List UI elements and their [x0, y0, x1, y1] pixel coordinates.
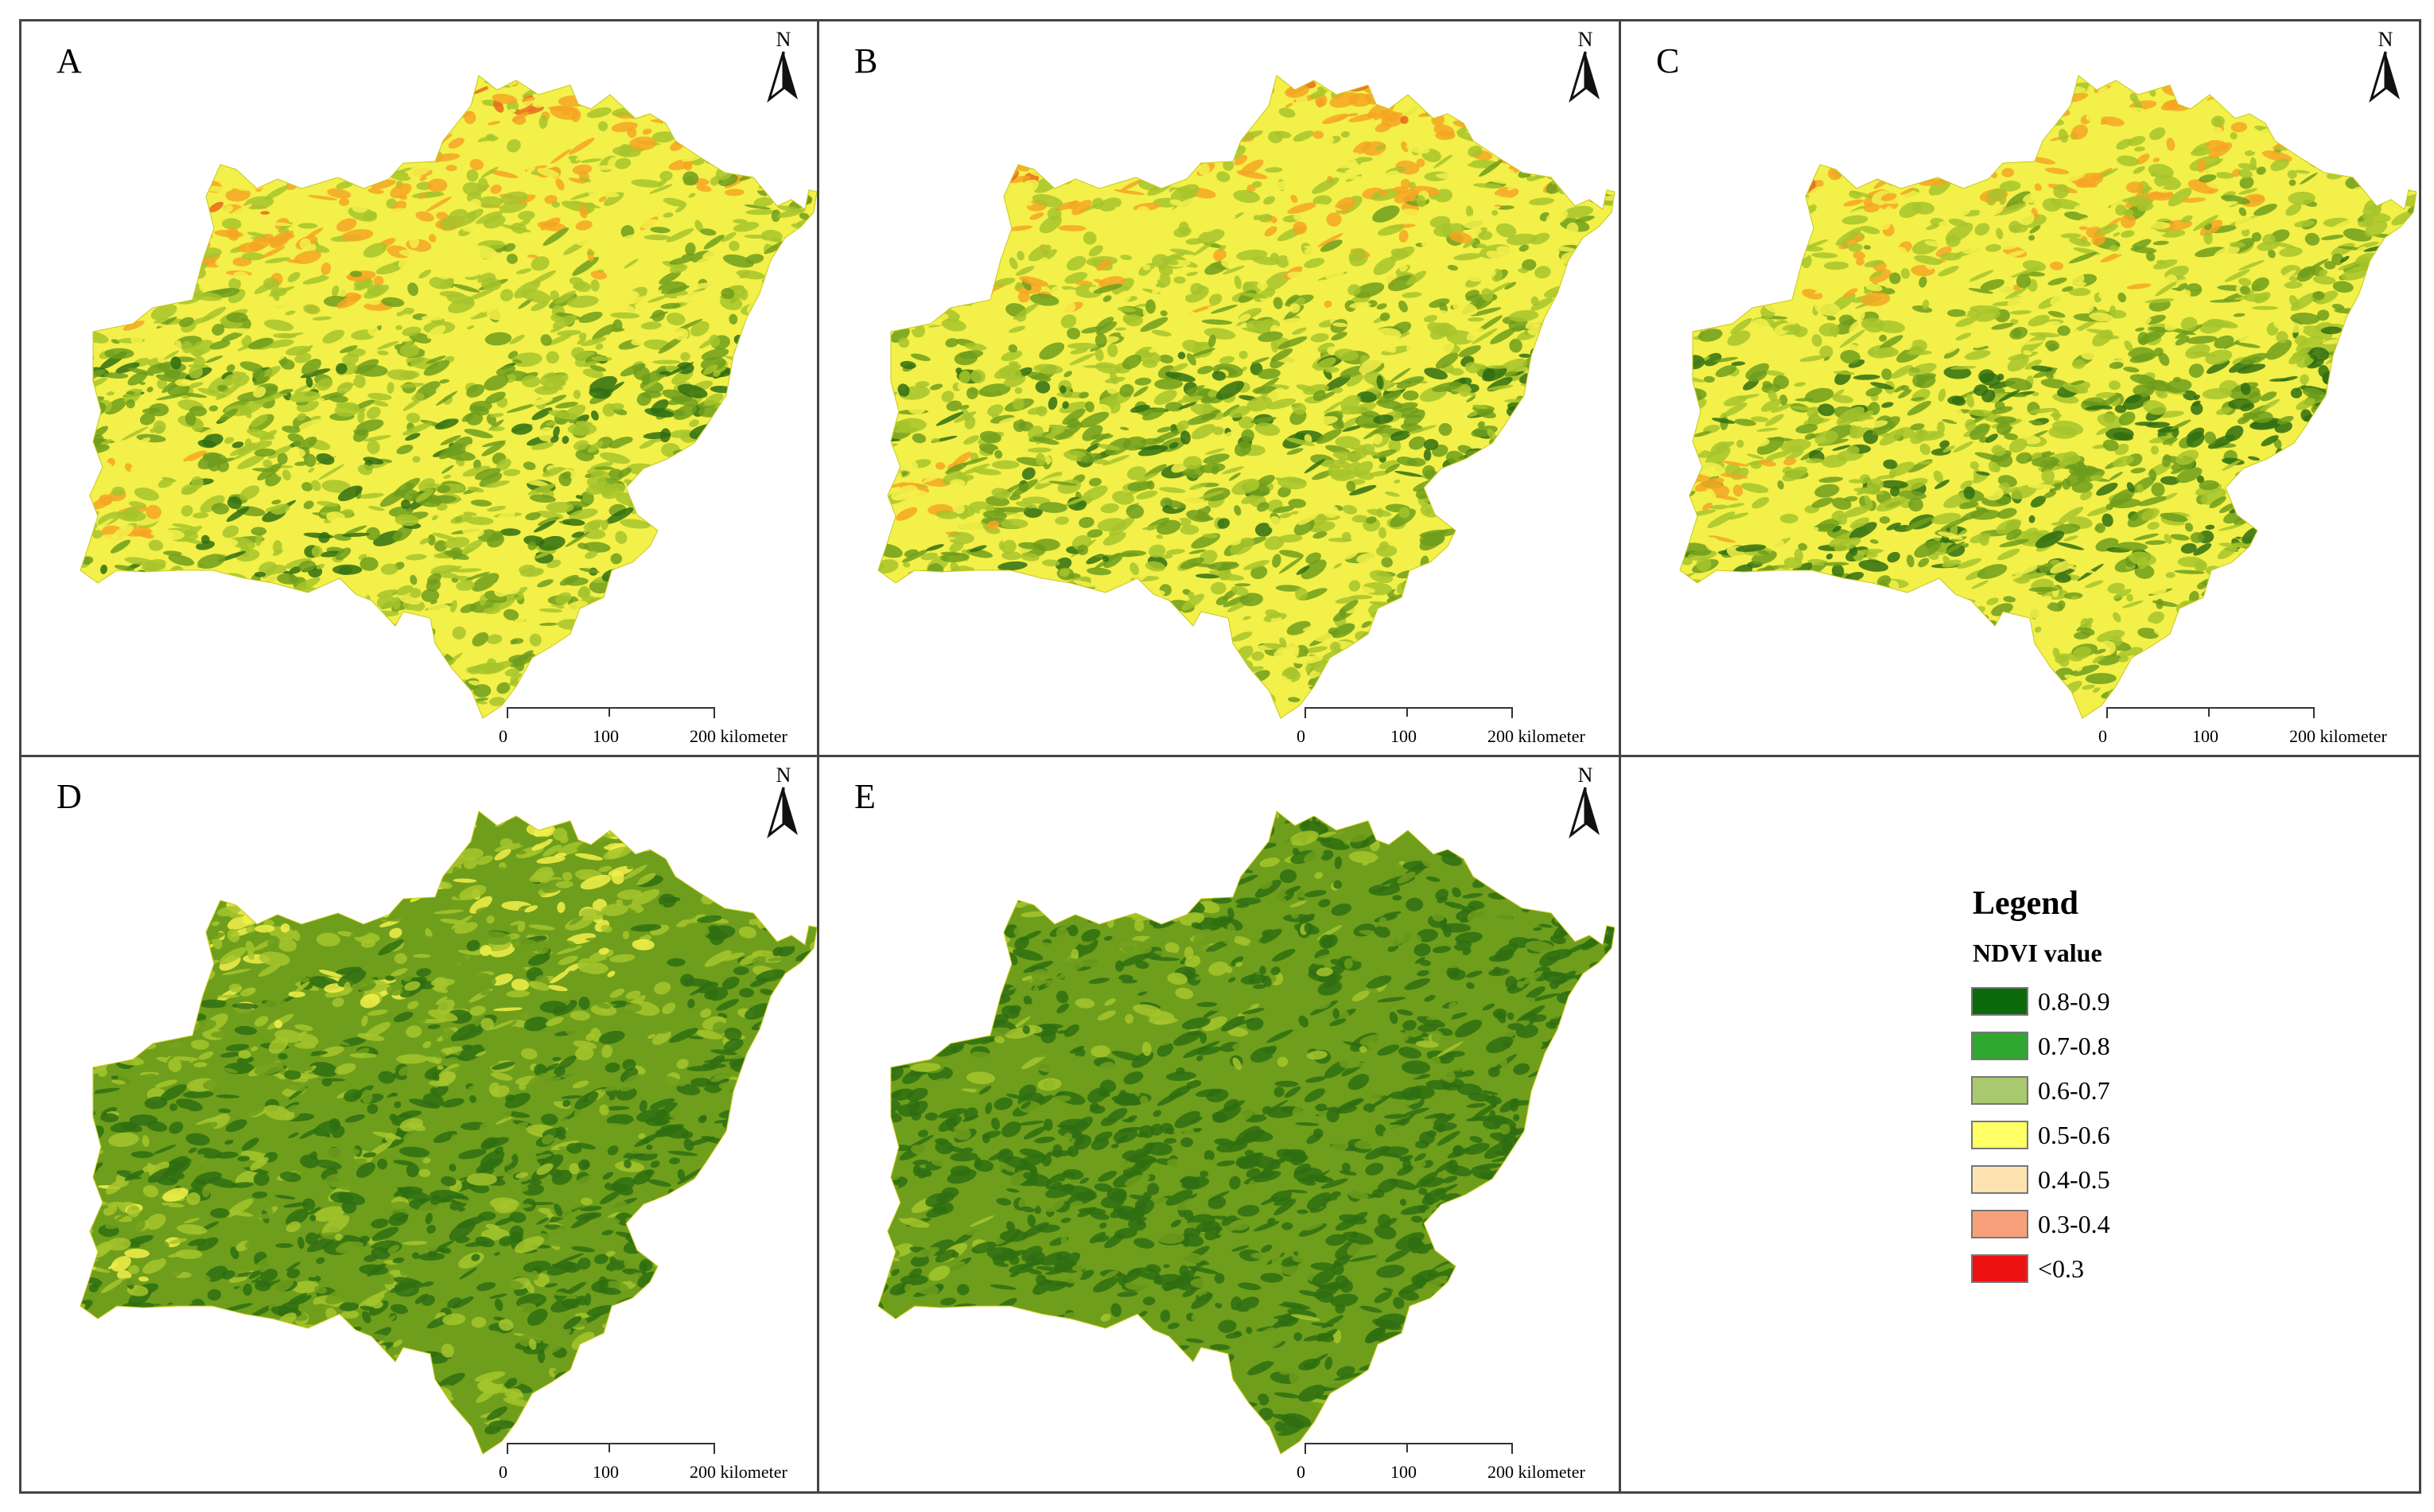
legend-panel: Legend NDVI value 0.8-0.9 0.7-0.8 0.6-0.…	[1621, 757, 2421, 1494]
ndvi-raster	[80, 76, 817, 718]
legend-item: 0.8-0.9	[1971, 979, 2210, 1024]
legend-title: Legend	[1973, 885, 2079, 922]
scale-tick-100: 100	[1390, 1462, 1417, 1482]
map-panel-E: E N 0 100 200 kilometer	[819, 757, 1621, 1494]
ndvi-map	[1679, 75, 2417, 719]
scale-bar: 0 100 200 kilometer	[2098, 702, 2417, 750]
ndvi-raster	[878, 76, 1615, 718]
scale-tick-100: 100	[2192, 726, 2218, 746]
region-boundary	[877, 810, 1615, 1455]
north-arrow-icon: N	[761, 765, 806, 842]
legend-label: 0.3-0.4	[2038, 1209, 2110, 1238]
scale-tick-200: 200 kilometer	[1487, 1462, 1585, 1482]
map-panel-A: A N 0 100 200 kilometer	[19, 19, 819, 757]
legend-subtitle: NDVI value	[1973, 939, 2102, 967]
legend-item: 0.7-0.8	[1971, 1024, 2210, 1068]
legend-item: 0.3-0.4	[1971, 1202, 2210, 1246]
panel-label: D	[56, 777, 82, 816]
scale-bar: 0 100 200 kilometer	[1297, 702, 1615, 750]
north-arrow-shape	[767, 51, 798, 103]
map-panel-B: B N 0 100 200 kilometer	[819, 19, 1621, 757]
scale-tick-100: 100	[593, 726, 619, 746]
scale-bar: 0 100 200 kilometer	[499, 702, 817, 750]
north-arrow-icon: N	[1563, 29, 1608, 106]
legend-label: <0.3	[2038, 1254, 2085, 1283]
legend-swatch	[1971, 1121, 2028, 1149]
north-arrow-shape	[767, 787, 798, 839]
scale-tick-200: 200 kilometer	[2289, 726, 2387, 746]
legend-item: 0.5-0.6	[1971, 1113, 2210, 1157]
map-panel-C: C N 0 100 200 kilometer	[1621, 19, 2421, 757]
north-arrow-shape	[2369, 51, 2400, 103]
north-letter: N	[2378, 28, 2393, 51]
legend-label: 0.6-0.7	[2038, 1075, 2110, 1105]
scale-tick-200: 200 kilometer	[1487, 726, 1585, 746]
scale-tick-100: 100	[593, 1462, 619, 1482]
legend-swatch	[1971, 987, 2028, 1016]
ndvi-raster	[1680, 76, 2417, 718]
ndvi-map	[80, 810, 817, 1455]
legend-swatch	[1971, 1076, 2028, 1105]
north-letter: N	[1577, 764, 1593, 787]
legend-label: 0.4-0.5	[2038, 1164, 2110, 1194]
north-letter: N	[776, 28, 791, 51]
north-arrow-icon: N	[1563, 765, 1608, 842]
legend-label: 0.5-0.6	[2038, 1120, 2110, 1149]
north-arrow-shape	[1569, 787, 1600, 839]
ndvi-map	[877, 75, 1615, 719]
scale-tick-0: 0	[499, 726, 507, 746]
scale-tick-0: 0	[2098, 726, 2107, 746]
legend-label: 0.8-0.9	[2038, 986, 2110, 1016]
legend-item: <0.3	[1971, 1246, 2210, 1291]
north-letter: N	[776, 764, 791, 787]
legend-swatch	[1971, 1165, 2028, 1194]
scale-bar: 0 100 200 kilometer	[1297, 1438, 1615, 1486]
scale-tick-0: 0	[499, 1462, 507, 1482]
ndvi-map	[80, 75, 817, 719]
ndvi-map	[877, 810, 1615, 1455]
north-letter: N	[1577, 28, 1593, 51]
scale-tick-0: 0	[1297, 726, 1305, 746]
panel-label: E	[854, 777, 876, 816]
legend-swatch	[1971, 1254, 2028, 1283]
region-boundary	[877, 75, 1615, 719]
legend-swatch	[1971, 1210, 2028, 1238]
north-arrow-icon: N	[761, 29, 806, 106]
legend-item: 0.4-0.5	[1971, 1157, 2210, 1202]
legend-item: 0.6-0.7	[1971, 1068, 2210, 1113]
scale-tick-200: 200 kilometer	[690, 1462, 787, 1482]
panel-label: B	[854, 41, 878, 80]
scale-tick-100: 100	[1390, 726, 1417, 746]
ndvi-raster	[878, 811, 1615, 1454]
map-panel-D: D N 0 100 200 kilometer	[19, 757, 819, 1494]
region-boundary	[1679, 75, 2417, 719]
scale-tick-0: 0	[1297, 1462, 1305, 1482]
scale-bar: 0 100 200 kilometer	[499, 1438, 817, 1486]
panel-label: C	[1656, 41, 1680, 80]
legend-label: 0.7-0.8	[2038, 1031, 2110, 1060]
legend: Legend NDVI value 0.8-0.9 0.7-0.8 0.6-0.…	[1971, 884, 2210, 1298]
panel-label: A	[56, 41, 82, 80]
north-arrow-icon: N	[2363, 29, 2408, 106]
legend-swatch	[1971, 1032, 2028, 1060]
ndvi-raster	[80, 811, 817, 1454]
north-arrow-shape	[1569, 51, 1600, 103]
scale-tick-200: 200 kilometer	[690, 726, 787, 746]
region-boundary	[80, 810, 817, 1455]
region-boundary	[80, 75, 817, 719]
